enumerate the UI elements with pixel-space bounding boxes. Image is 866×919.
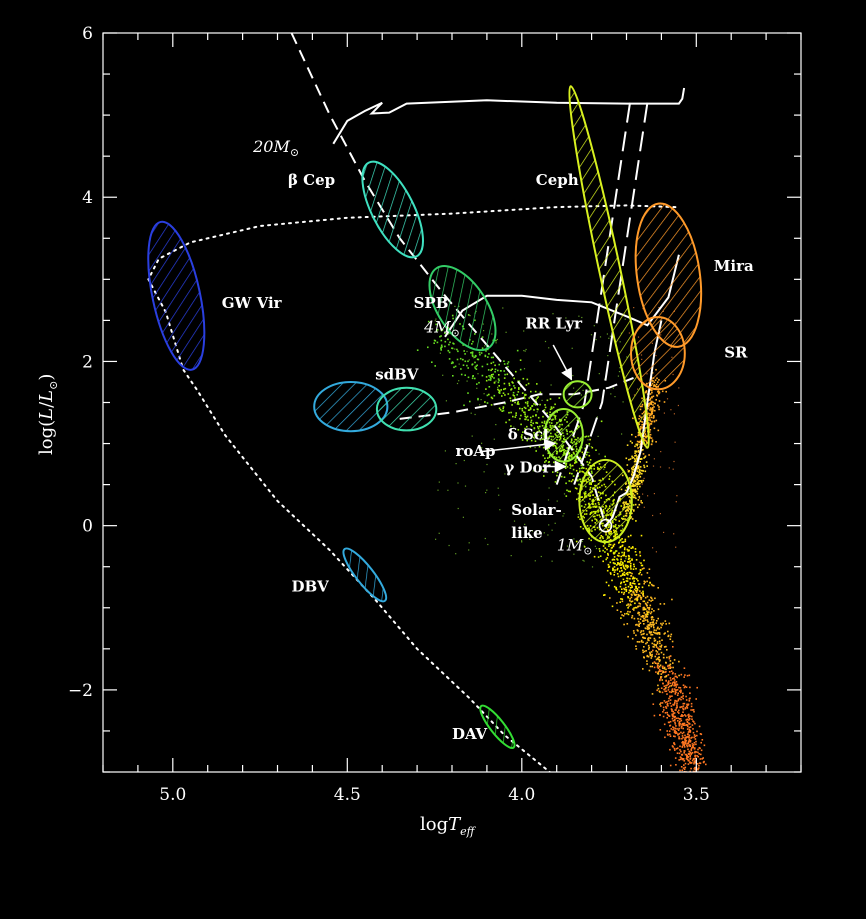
annotation-arrows <box>479 344 573 473</box>
sun-symbol <box>598 518 613 533</box>
label-sdbv: sdBV <box>375 366 419 384</box>
label-sr: SR <box>724 343 748 361</box>
label-dbv: DBV <box>292 577 330 595</box>
region-rr-lyr <box>562 380 593 409</box>
x-tick-label: 4.5 <box>334 785 361 805</box>
label--dor: γ Dor <box>504 458 551 476</box>
mass-label: 20M⊙ <box>252 137 299 159</box>
label-spb: SPB <box>414 294 449 312</box>
label-gw-vir: GW Vir <box>222 294 283 312</box>
annotation-arrow <box>552 344 573 381</box>
region-sr <box>630 316 686 391</box>
track-20Msun-track <box>332 87 686 145</box>
annotation-arrow <box>479 438 557 453</box>
region-ceph <box>568 85 650 449</box>
region-solar-like <box>578 458 633 544</box>
label--sct: δ Sct <box>508 426 550 444</box>
label-mira: Mira <box>714 257 754 275</box>
region-spb <box>428 265 497 352</box>
pulsation-regions <box>147 85 703 749</box>
label-like: like <box>511 524 542 542</box>
y-tick-label: 0 <box>82 517 93 537</box>
region-dbv <box>342 547 388 603</box>
label-ceph: Ceph <box>536 171 579 189</box>
label--cep: β Cep <box>288 171 335 189</box>
y-tick-label: −2 <box>68 681 93 701</box>
label-rr-lyr: RR Lyr <box>525 315 583 333</box>
instability-strip-edge <box>573 102 649 485</box>
region-sdbv <box>375 386 438 432</box>
region-gw-vir <box>147 220 206 371</box>
axis-ticks: 5.0 4.5 4.0 3.5 −2 0 2 4 6 <box>68 24 802 805</box>
y-tick-label: 2 <box>82 352 93 372</box>
x-tick-label: 3.5 <box>683 785 710 805</box>
mass-label: 4M⊙ <box>423 318 460 340</box>
mass-label: 1M⊙ <box>557 535 593 557</box>
y-tick-label: 6 <box>82 24 93 44</box>
label-dav: DAV <box>452 725 488 743</box>
y-axis-title: log(L/L⊙) <box>36 374 60 455</box>
sun-symbol-dot <box>604 524 608 528</box>
x-axis-title: logTeff <box>420 814 477 838</box>
region-dav <box>479 704 516 749</box>
region--cep <box>361 160 424 259</box>
label-solar-: Solar- <box>511 501 561 519</box>
region-labels: GW Vir β Cep Ceph Mira SPB RR Lyr SR sdBV δ Sct r… <box>222 137 754 743</box>
region--sct <box>543 408 584 463</box>
x-tick-label: 5.0 <box>159 785 186 805</box>
label-roap: roAp <box>456 442 496 460</box>
y-tick-label: 4 <box>82 188 93 208</box>
x-tick-label: 4.0 <box>508 785 535 805</box>
track-hb-track <box>399 376 634 420</box>
